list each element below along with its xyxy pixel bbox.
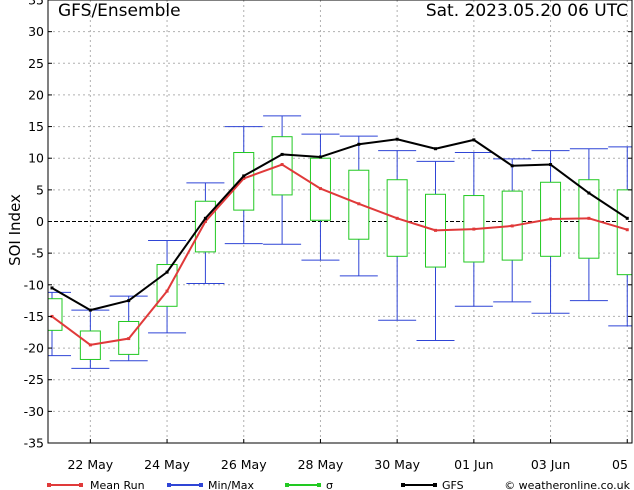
legend-minmax-label: Min/Max [208, 479, 254, 490]
sigma-box [47, 298, 63, 331]
y-tick-label: -10 [24, 277, 44, 292]
y-tick-label: 20 [28, 87, 44, 102]
legend-minmax: Min/Max [167, 479, 254, 490]
mean-run-point [395, 216, 399, 220]
gfs-point [472, 138, 476, 142]
y-tick-label: 30 [28, 24, 44, 39]
legend-mean-run-label: Mean Run [90, 479, 145, 490]
y-tick-label: 15 [28, 119, 44, 134]
x-tick-label: 01 Jun [454, 457, 493, 472]
x-tick-label: 26 May [221, 457, 267, 472]
gfs-point [50, 286, 54, 290]
mean-run-point [625, 228, 629, 232]
y-tick-label: 35 [28, 0, 44, 8]
gfs-point [280, 152, 284, 156]
mean-run-point [357, 202, 361, 206]
mean-run-point [587, 216, 591, 220]
y-tick-label: -15 [24, 309, 44, 324]
sigma-series [47, 136, 633, 360]
gfs-point [510, 164, 514, 168]
y-tick-label: -20 [24, 341, 44, 356]
gfs-point [357, 142, 361, 146]
y-tick-label: -5 [32, 246, 44, 261]
y-axis-ticks: 35 30 25 20 15 10 5 0 -5 -10 -15 -20 -25 -30 -35 [24, 0, 632, 451]
legend-gfs: GFS [401, 479, 464, 490]
credit-text: © weatheronline.co.uk [504, 479, 630, 490]
gfs-point [165, 270, 169, 274]
x-tick-label: 24 May [144, 457, 190, 472]
gfs-point [203, 216, 207, 220]
gfs-point [395, 137, 399, 141]
mean-run-line [51, 163, 628, 346]
x-tick-label: 30 May [374, 457, 420, 472]
sigma-box [233, 152, 255, 211]
legend-gfs-label: GFS [442, 479, 464, 490]
gfs-point [318, 155, 322, 159]
chart-datetime: Sat. 2023.05.20 06 UTC [426, 1, 628, 21]
y-tick-label: -30 [24, 404, 44, 419]
mean-run-point [242, 176, 246, 180]
mean-run-point [127, 337, 131, 341]
mean-run-point [203, 220, 207, 223]
mean-run-point [472, 227, 476, 231]
gfs-point [434, 147, 437, 151]
legend-sigma: σ [285, 479, 333, 490]
gfs-point [587, 191, 591, 195]
y-tick-label: 0 [36, 214, 44, 229]
mean-run-point [165, 289, 169, 293]
y-axis-label: SOI Index [6, 194, 24, 266]
gfs-point [549, 163, 553, 167]
x-tick-label: 03 Jun [531, 457, 570, 472]
x-tick-label: 22 May [67, 457, 113, 472]
y-tick-label: -35 [24, 436, 44, 451]
gfs-point [88, 308, 92, 312]
mean-run-point [510, 224, 514, 228]
x-axis-ticks: 22 May 24 May 26 May 28 May 30 May 01 Jun 03 J… [67, 439, 628, 472]
y-tick-label: 25 [28, 56, 44, 71]
legend-mean-run: Mean Run [47, 479, 145, 490]
gfs-line [51, 138, 628, 312]
mean-run-point [434, 228, 437, 232]
y-tick-label: -25 [24, 372, 44, 387]
line-series [50, 137, 629, 347]
mean-run-point [280, 163, 284, 167]
gfs-point [127, 299, 131, 303]
legend-sigma-label: σ [326, 479, 333, 490]
legend: Mean Run Min/Max σ GFS © weatheronline.c… [47, 479, 631, 490]
y-tick-label: 10 [28, 151, 44, 166]
chart-title: GFS/Ensemble [58, 1, 181, 21]
gfs-point [625, 216, 629, 220]
y-tick-label: 5 [36, 182, 44, 197]
mean-run-point [88, 343, 92, 347]
mean-run-point [318, 187, 322, 191]
gfs-point [242, 174, 246, 178]
x-tick-label: 28 May [298, 457, 344, 472]
sigma-box [616, 189, 633, 276]
mean-run-point [549, 217, 553, 221]
x-tick-label: 05 [612, 457, 628, 472]
